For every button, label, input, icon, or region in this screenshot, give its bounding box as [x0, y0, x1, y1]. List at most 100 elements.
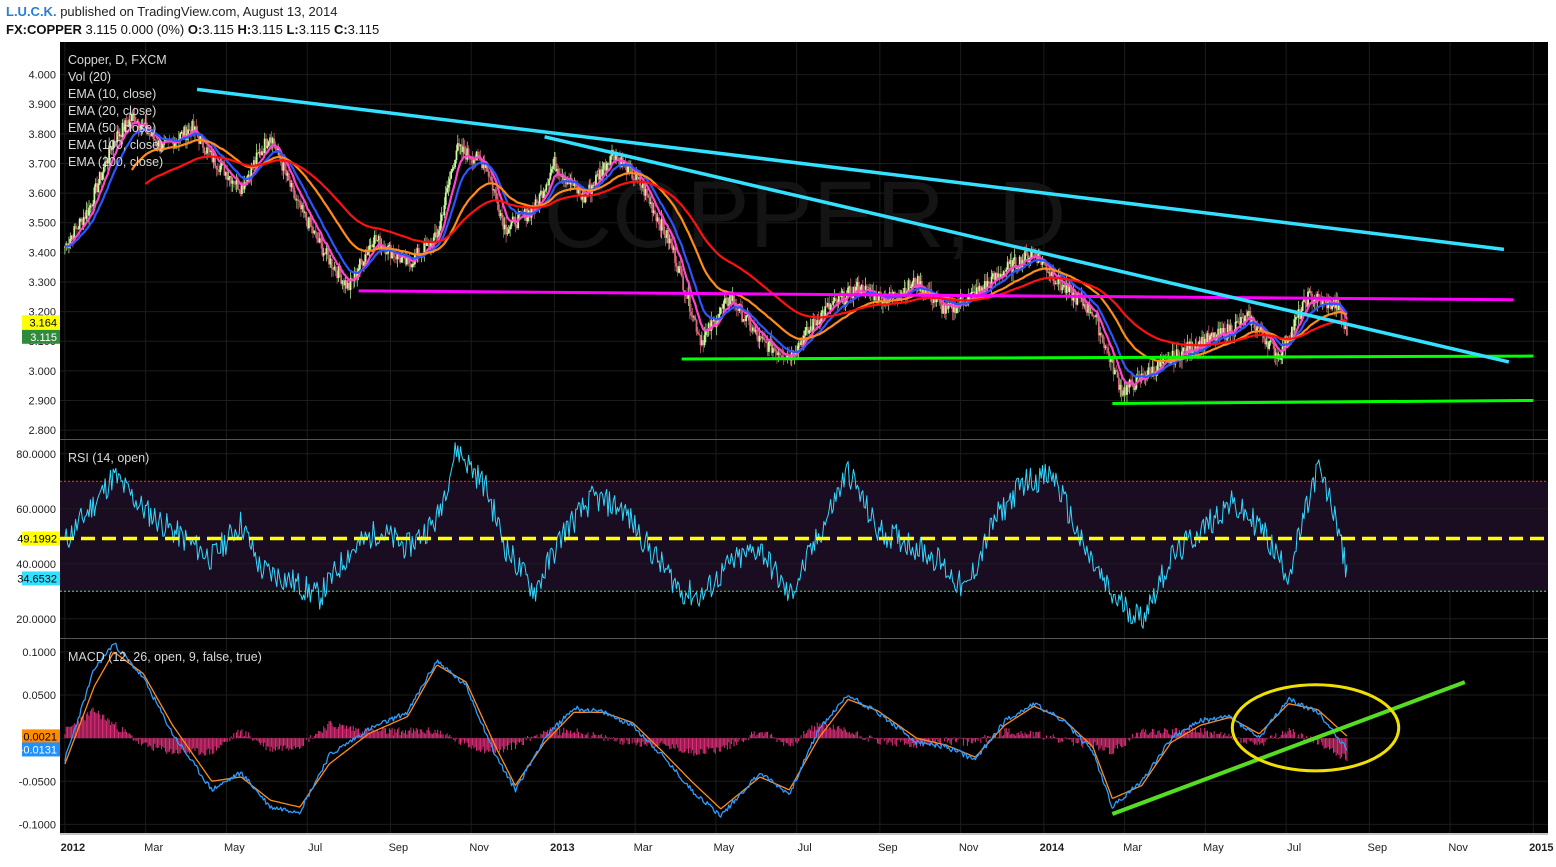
ema-100-line: [144, 155, 1348, 347]
candle-body: [69, 238, 72, 244]
trendline[interactable]: [196, 87, 1505, 252]
low-value: 3.115: [298, 22, 331, 37]
candle-body: [648, 197, 651, 204]
trendline[interactable]: [544, 135, 1510, 364]
candle-body: [1241, 317, 1244, 319]
candle-body: [1044, 261, 1047, 266]
candle-body: [113, 140, 116, 142]
candle-body: [780, 354, 782, 356]
candle-body: [1248, 310, 1250, 313]
support-resistance-line[interactable]: [358, 289, 1514, 302]
candle-body: [85, 210, 88, 219]
candle-body: [635, 173, 638, 180]
candle-body: [102, 167, 105, 173]
candle-body: [731, 295, 734, 302]
candle-body: [1107, 347, 1110, 354]
candle-body: [1052, 272, 1055, 281]
candle-body: [848, 286, 851, 288]
candle-body: [281, 162, 284, 171]
candle-body: [792, 350, 794, 356]
candle-body: [755, 329, 758, 336]
candle-body: [70, 235, 73, 239]
candle-body: [659, 224, 662, 231]
candle-body: [423, 242, 426, 256]
candle-body: [283, 162, 286, 170]
highlight-circle[interactable]: [1230, 683, 1401, 773]
candle-body: [187, 129, 190, 134]
candle-body: [364, 254, 367, 262]
candle-body: [451, 168, 454, 172]
candle-body: [285, 169, 288, 176]
candle-body: [247, 174, 250, 177]
candle-body: [463, 146, 466, 154]
candle-body: [1214, 332, 1217, 341]
candle-body: [636, 173, 639, 179]
candle-body: [98, 172, 101, 184]
candle-body: [1055, 283, 1057, 285]
candle-body: [647, 195, 650, 198]
candle-body: [96, 183, 98, 193]
author-link[interactable]: L.U.C.K.: [6, 4, 57, 19]
candle-body: [596, 174, 599, 176]
candle-body: [1273, 344, 1276, 357]
candle-body: [231, 180, 234, 184]
support-resistance-line[interactable]: [1112, 398, 1534, 405]
legend-entry: EMA (10, close): [68, 87, 156, 101]
candle-body: [942, 305, 945, 314]
candle-body: [194, 126, 196, 131]
high-value: 3.115: [251, 22, 283, 37]
candle-body: [668, 238, 671, 244]
candle-body: [426, 242, 428, 246]
candle-body: [473, 159, 475, 164]
candle-body: [1203, 338, 1206, 349]
candle-body: [220, 162, 223, 166]
macd-trendline[interactable]: [1111, 680, 1466, 816]
candle-body: [1071, 287, 1073, 301]
candle-body: [1120, 384, 1123, 396]
candle-body: [263, 138, 266, 154]
candle-body: [1063, 285, 1065, 288]
macd-tag-bg: [22, 729, 60, 744]
candle-body: [1229, 325, 1232, 334]
candle-body: [993, 273, 996, 280]
legend-entry: EMA (50, close): [68, 121, 156, 135]
candle-body: [117, 131, 120, 137]
candle-body: [139, 127, 141, 131]
candle-body: [236, 178, 239, 190]
candle-body: [1250, 316, 1253, 325]
candle-body: [651, 202, 654, 213]
candle-body: [536, 199, 538, 202]
candle-body: [309, 217, 312, 227]
candle-body: [424, 242, 427, 246]
candle-body: [395, 256, 398, 260]
candle-body: [1083, 304, 1085, 306]
candle-body: [747, 315, 750, 321]
candle-body: [493, 189, 495, 191]
candle-body: [961, 297, 963, 301]
candle-body: [1194, 345, 1197, 351]
candle-body: [179, 133, 182, 139]
support-resistance-line[interactable]: [681, 354, 1534, 361]
time-axis-label: May: [224, 842, 245, 854]
candle-body: [172, 141, 175, 149]
candle-body: [620, 157, 623, 168]
candle-body: [258, 151, 261, 154]
chart-canvas[interactable]: 2012 Mar May Jul Sep Nov 2013 Mar May Jul Sep Nov 20…: [0, 42, 1556, 867]
candle-body: [851, 296, 853, 299]
candle-body: [215, 165, 218, 170]
candle-body: [945, 305, 947, 314]
candle-body: [348, 282, 351, 290]
candle-body: [444, 192, 447, 206]
candle-body: [269, 137, 271, 142]
candle-body: [266, 145, 269, 149]
price-tag-bg: [22, 329, 60, 344]
candle-body: [270, 137, 273, 144]
candle-body: [764, 339, 766, 341]
candle-body: [1122, 394, 1124, 396]
candle-body: [725, 297, 727, 299]
candle-body: [754, 329, 757, 332]
candle-body: [63, 246, 66, 248]
candle-body: [833, 297, 836, 302]
candle-body: [340, 274, 343, 284]
price-axis-label: 0.0500: [22, 690, 56, 702]
